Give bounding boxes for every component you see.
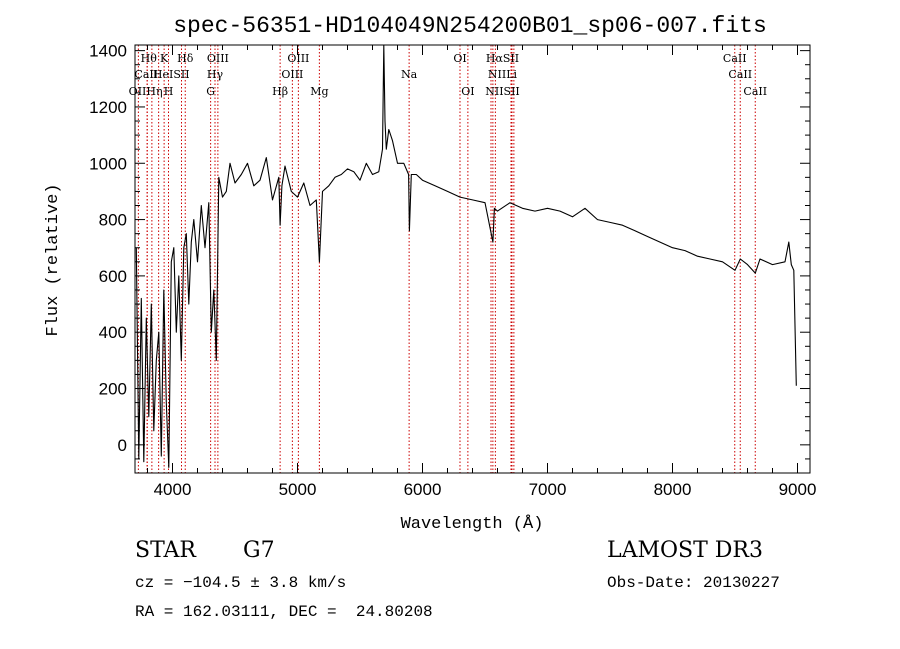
- spectral-line-markers: [137, 45, 756, 473]
- object-subclass: G7: [243, 538, 275, 563]
- y-tick-label: 600: [99, 267, 127, 286]
- spectral-line-label: NIILi: [488, 68, 518, 81]
- x-tick-label: 9000: [779, 480, 817, 499]
- y-tick-label: 1200: [89, 98, 127, 117]
- spectral-line-label: CaII: [723, 52, 747, 65]
- y-tick-label: 0: [118, 436, 127, 455]
- y-tick-label: 200: [99, 380, 127, 399]
- spectral-line-label: HαSII: [486, 52, 519, 65]
- spectral-line-label: OI: [453, 52, 466, 65]
- x-tick-label: 5000: [279, 480, 317, 499]
- axis-ticks: 4000 5000 6000 7000 8000 9000 0 200 400 600 800 100…: [89, 42, 816, 499]
- spectral-line-label: Na: [401, 68, 418, 81]
- spectral-line-label: CaII: [134, 68, 158, 81]
- spectral-line-label: Hδ: [177, 52, 194, 65]
- chart-title: spec-56351-HD104049N254200B01_sp06-007.f…: [173, 13, 767, 39]
- x-axis-label: Wavelength (Å): [401, 515, 544, 534]
- y-axis-label: Flux (relative): [44, 183, 63, 336]
- flux-line: [135, 44, 797, 468]
- survey-name: LAMOST DR3: [607, 538, 763, 563]
- spectral-line-label: HeISII: [153, 68, 190, 81]
- x-tick-label: 6000: [404, 480, 442, 499]
- spectral-line-label: OIII: [281, 68, 303, 81]
- spectral-line-label: K: [160, 52, 169, 65]
- y-tick-label: 400: [99, 323, 127, 342]
- spectral-line-label: Hβ: [272, 85, 288, 98]
- spectral-line-label: NIISII: [485, 85, 520, 98]
- spectral-line-label: OI: [461, 85, 474, 98]
- spectral-line-label: OIIHη: [129, 85, 163, 98]
- spectral-line-label: H: [164, 85, 174, 98]
- x-tick-label: 8000: [654, 480, 692, 499]
- spectral-line-label: OIII: [287, 52, 309, 65]
- spectral-line-label: Mg: [310, 85, 328, 98]
- spectral-line-label: CaII: [743, 85, 767, 98]
- spectral-line-label: OIII: [207, 52, 229, 65]
- spectral-line-label: Hγ: [207, 68, 224, 81]
- y-tick-label: 800: [99, 211, 127, 230]
- spectral-line-label: G: [206, 85, 215, 98]
- coordinates: RA = 162.03111, DEC = 24.80208: [135, 603, 433, 621]
- flux-series: [135, 44, 797, 468]
- spectral-line-label: CaII: [728, 68, 752, 81]
- x-tick-label: 7000: [529, 480, 567, 499]
- object-class: STAR: [135, 538, 196, 563]
- x-tick-label: 4000: [154, 480, 192, 499]
- y-tick-label: 1400: [89, 42, 127, 61]
- redshift-cz: cz = −104.5 ± 3.8 km/s: [135, 574, 347, 592]
- y-tick-label: 1000: [89, 154, 127, 173]
- spectrum-chart: spec-56351-HD104049N254200B01_sp06-007.f…: [44, 13, 816, 534]
- spectral-line-label: Hθ: [141, 52, 158, 65]
- obs-date: Obs-Date: 20130227: [607, 574, 780, 592]
